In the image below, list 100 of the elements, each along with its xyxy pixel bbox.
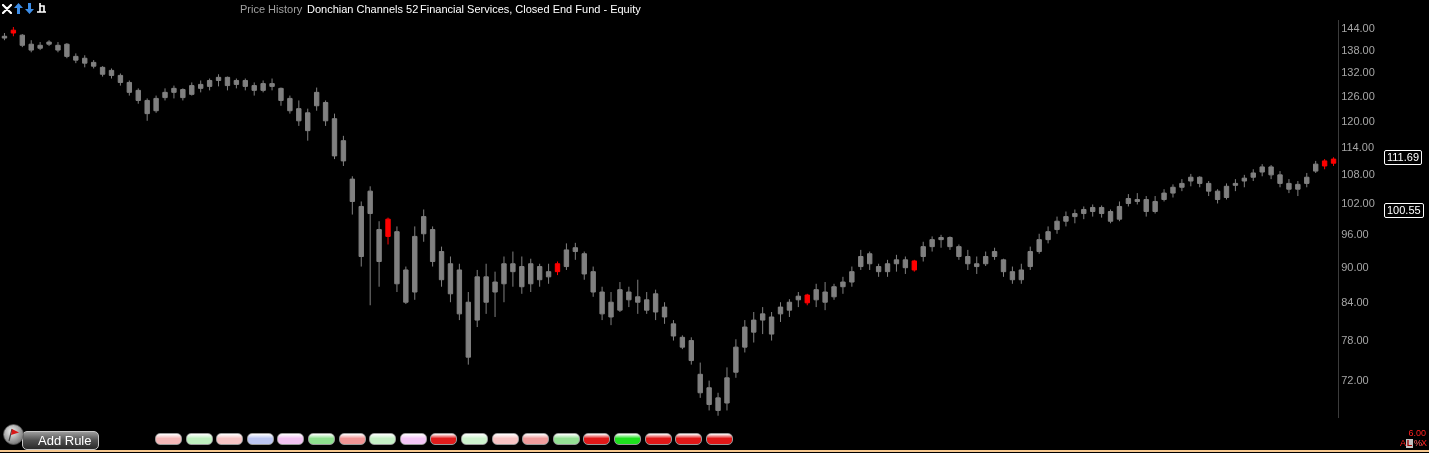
candlestick (296, 99, 302, 127)
text: 111.69 (1384, 150, 1423, 165)
candlestick (331, 113, 338, 160)
candlestick (376, 220, 382, 288)
y-tick-label: 126.00 (1341, 89, 1375, 102)
y-tick-label: 132.00 (1341, 66, 1375, 79)
candlestick (1036, 233, 1042, 255)
candlestick (1321, 158, 1328, 170)
candlestick (795, 291, 802, 308)
candlestick (367, 185, 373, 306)
candlestick (822, 281, 828, 311)
candlestick (1241, 174, 1248, 188)
y-tick-label: 90.00 (1341, 260, 1369, 273)
candlestick (982, 251, 989, 267)
candlestick (64, 42, 70, 59)
candlestick (965, 249, 971, 271)
candlestick (786, 298, 793, 318)
candlestick (483, 263, 489, 315)
candlestick (474, 269, 480, 328)
candlestick (189, 81, 195, 97)
candlestick (768, 311, 775, 342)
candlestick (777, 301, 784, 323)
candlestick (278, 87, 284, 107)
candlestick (1009, 266, 1016, 285)
candlestick (608, 291, 614, 326)
text: A (1400, 438, 1407, 448)
candlestick (403, 266, 409, 305)
candlestick (251, 81, 257, 97)
candlestick (340, 135, 347, 167)
y-tick-label: 96.00 (1341, 228, 1369, 241)
candlestick (1054, 216, 1060, 235)
candlestick (661, 301, 668, 325)
candlestick (82, 54, 88, 68)
candlestick (492, 271, 498, 318)
candlestick (813, 283, 819, 308)
candlestick (1232, 178, 1239, 192)
candlestick (1197, 175, 1203, 188)
candlestick (1000, 258, 1007, 278)
text: L (1406, 438, 1413, 448)
candlestick (322, 99, 329, 127)
candlestick (10, 26, 17, 37)
candlestick (1277, 170, 1283, 188)
candlestick (884, 259, 891, 278)
candlestick (465, 291, 471, 366)
chart-title: Price History (240, 3, 303, 16)
candlestick (215, 73, 222, 87)
text: 100.55 (1384, 203, 1424, 218)
candlestick (554, 261, 561, 276)
candlestick (572, 242, 579, 261)
y-tick-label: 102.00 (1341, 197, 1375, 210)
candlestick (19, 33, 25, 48)
candlestick (385, 217, 391, 245)
candlestick (545, 263, 552, 285)
candlestick (358, 200, 364, 268)
y-tick-label: 114.00 (1341, 140, 1375, 153)
candlestick (260, 79, 266, 93)
candlestick (438, 246, 445, 288)
candlestick (153, 95, 159, 114)
candlestick (198, 79, 204, 93)
candlestick (670, 319, 677, 342)
candlestick (1090, 203, 1096, 218)
text: 6.00 (1408, 428, 1426, 438)
candlestick (429, 225, 436, 268)
candlestick (706, 380, 712, 411)
candlestick (287, 95, 293, 115)
candlestick (349, 175, 356, 216)
candlestick (751, 311, 757, 344)
candlestick (733, 338, 739, 379)
candlestick (180, 87, 186, 101)
candlestick (858, 249, 864, 271)
candlestick (456, 263, 463, 321)
candlestick (1313, 160, 1319, 174)
candlestick (652, 289, 659, 321)
candlestick (1304, 172, 1310, 188)
candlestick (269, 78, 275, 91)
text: Add Rule (38, 433, 92, 448)
y-tick-label: 84.00 (1341, 296, 1369, 309)
candlestick (974, 256, 980, 275)
text: % (1414, 438, 1422, 448)
candlestick (1205, 180, 1212, 197)
candlestick (135, 87, 141, 105)
candlestick (911, 259, 917, 273)
y-tick-label: 120.00 (1341, 114, 1375, 127)
candlestick (1045, 225, 1051, 244)
candlestick (28, 39, 34, 53)
candlestick (688, 336, 694, 366)
candlestick (1125, 193, 1132, 207)
candlestick (715, 392, 721, 417)
candlestick (99, 65, 106, 78)
candlestick (1107, 208, 1114, 224)
candlestick (1286, 178, 1292, 194)
candlestick (162, 87, 168, 101)
candlestick (144, 97, 150, 122)
y-tick-label: 78.00 (1341, 333, 1369, 346)
candlestick (929, 235, 935, 253)
candlestick (893, 254, 900, 273)
candlestick (1250, 168, 1256, 182)
candlestick (447, 256, 454, 303)
candlestick (1330, 156, 1337, 167)
candlestick (528, 258, 534, 293)
